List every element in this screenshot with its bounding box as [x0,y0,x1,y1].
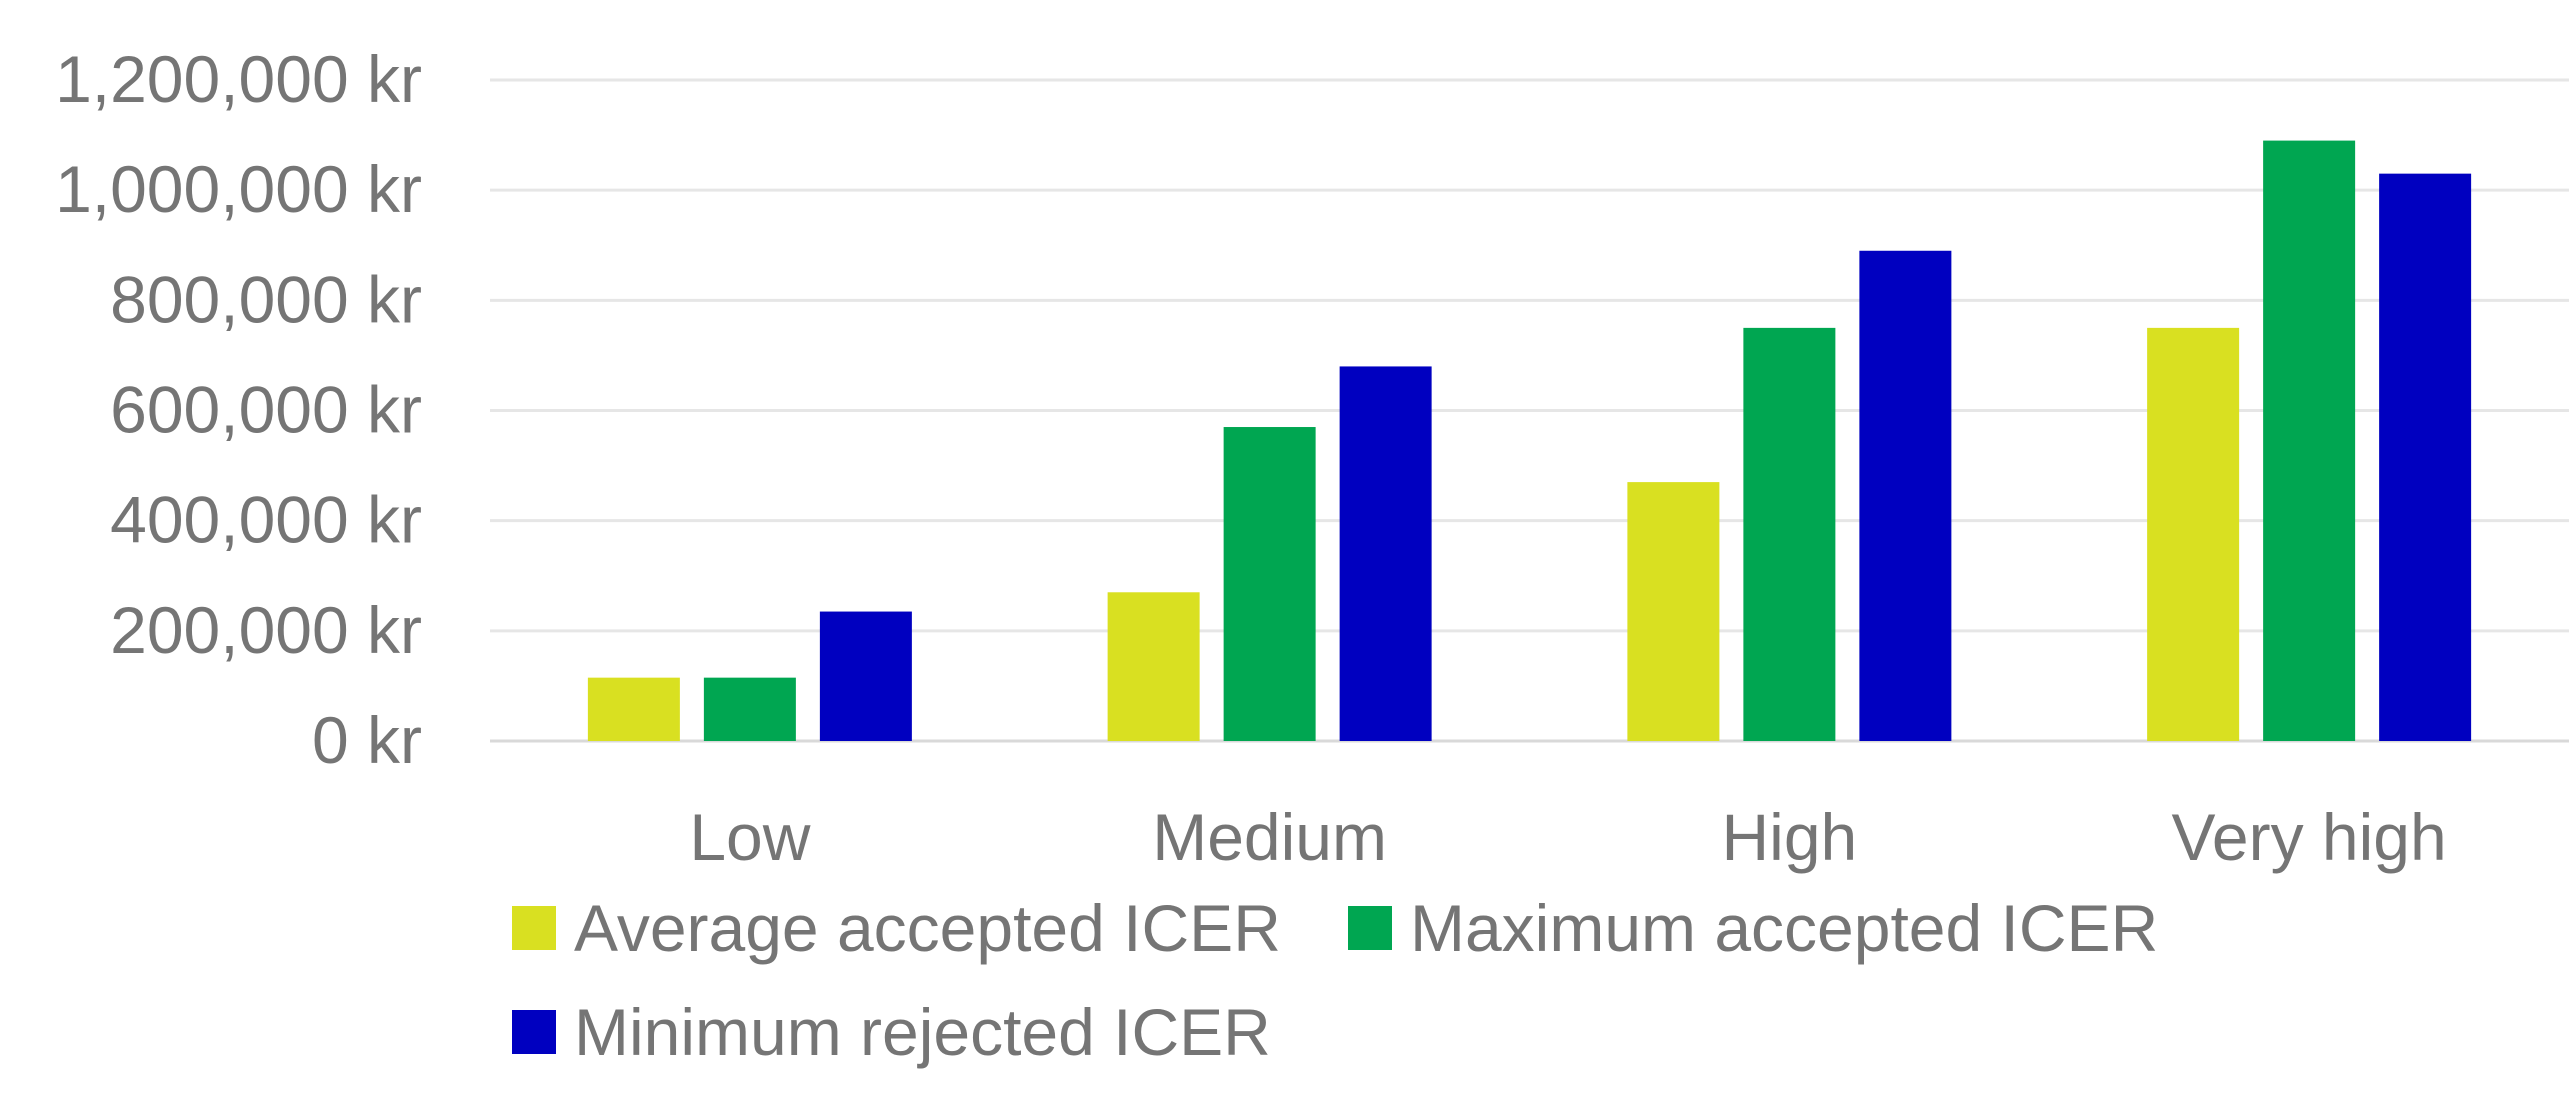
y-tick-label: 200,000 kr [110,593,422,667]
legend-label: Minimum rejected ICER [574,995,1271,1069]
legend-swatch [1348,906,1392,950]
y-tick-label: 800,000 kr [110,262,422,336]
gridlines [490,78,2569,743]
bar [587,677,680,741]
bar [1859,250,1952,741]
bar [703,677,796,741]
bar [1223,427,1316,741]
y-tick-label: 1,200,000 kr [55,42,422,116]
legend-label: Maximum accepted ICER [1410,891,2158,965]
y-tick-label: 0 kr [312,703,422,777]
legend-swatch [512,1010,556,1054]
bar [1107,592,1200,741]
x-axis-category-labels: Low Medium High Very high [689,800,2446,874]
x-category-label: Medium [1152,800,1387,874]
y-tick-label: 1,000,000 kr [55,152,422,226]
bar [2263,140,2356,741]
y-tick-label: 400,000 kr [110,483,422,557]
x-category-label: Low [689,800,810,874]
bar [2379,173,2472,741]
x-category-label: Very high [2172,800,2447,874]
bar [2147,327,2240,741]
x-category-label: High [1722,800,1858,874]
bar [1339,366,1432,741]
bar [1627,482,1720,741]
legend-label: Average accepted ICER [574,891,1281,965]
bar [819,611,912,741]
bars [587,140,2472,741]
y-axis-tick-labels: 0 kr 200,000 kr 400,000 kr 600,000 kr 800,00… [55,42,422,777]
legend: Average accepted ICER Maximum accepted IC… [512,891,2158,1069]
bar [1743,327,1836,741]
legend-swatch [512,906,556,950]
y-tick-label: 600,000 kr [110,373,422,447]
